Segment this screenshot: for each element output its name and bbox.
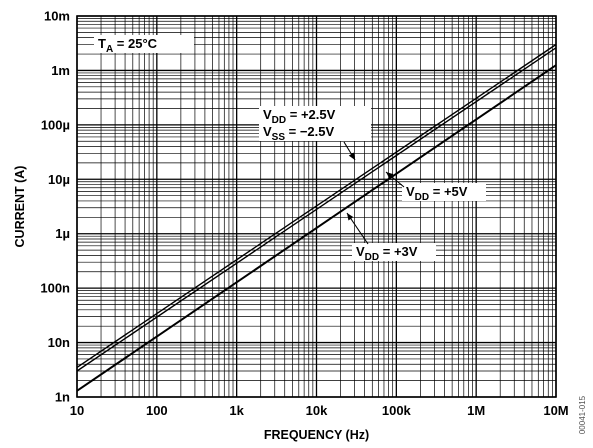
y-axis-label: CURRENT (A) — [13, 166, 27, 248]
x-tick-label: 100 — [146, 403, 168, 418]
x-tick-label: 10M — [543, 403, 568, 418]
series-line — [76, 64, 557, 392]
x-tick-label: 100k — [382, 403, 412, 418]
x-tick-labels: 10 100 1k 10k 100k 1M 10M — [70, 403, 569, 418]
y-tick-labels: 1n 10n 100n 1µ 10µ 100µ 1m 10m — [40, 9, 70, 405]
vdd-5-leader-arrow — [386, 172, 394, 179]
y-tick-label: 100µ — [41, 117, 70, 132]
y-tick-label: 1m — [51, 63, 70, 78]
vss-neg2p5-label-text: VSS = −2.5V — [263, 124, 334, 143]
vdd-2p5-label-text: VDD = +2.5V — [263, 107, 336, 126]
temperature-label: TA = 25°C — [94, 35, 194, 55]
vdd-2p5-leader-arrow — [348, 152, 355, 160]
vdd-3-label: VDD = +3V — [352, 243, 436, 263]
series-line — [76, 43, 557, 368]
vdd-2p5-label: VDD = +2.5V — [259, 106, 371, 126]
x-axis-label: FREQUENCY (Hz) — [264, 428, 369, 442]
figure-code: 00041-015 — [578, 395, 587, 434]
y-tick-label: 10m — [44, 9, 70, 24]
x-tick-label: 1k — [229, 403, 244, 418]
y-tick-label: 10n — [48, 335, 70, 350]
vdd-2p5-label-box — [259, 106, 371, 124]
vdd-5-label-box — [402, 183, 486, 201]
temperature-label-text: TA = 25°C — [98, 36, 158, 55]
series-layer — [76, 43, 557, 392]
x-tick-label: 10k — [306, 403, 328, 418]
plot-frame — [76, 15, 557, 398]
x-tick-label: 1M — [467, 403, 485, 418]
temperature-label-box — [94, 35, 194, 53]
y-tick-label: 10µ — [48, 172, 70, 187]
vss-neg2p5-label: VSS = −2.5V — [259, 123, 371, 143]
y-tick-label: 1µ — [55, 226, 70, 241]
vdd-5-label: VDD = +5V — [402, 183, 486, 203]
series-line — [76, 47, 557, 372]
y-tick-label: 1n — [55, 390, 70, 405]
vdd-3-label-box — [352, 243, 436, 261]
vss-neg2p5-label-box — [259, 123, 371, 141]
vdd-3-leader-arrow — [347, 213, 354, 221]
vdd-5-label-text: VDD = +5V — [406, 184, 468, 203]
x-tick-label: 10 — [70, 403, 84, 418]
y-tick-label: 100n — [40, 281, 70, 296]
vdd-3-label-text: VDD = +3V — [356, 244, 418, 263]
